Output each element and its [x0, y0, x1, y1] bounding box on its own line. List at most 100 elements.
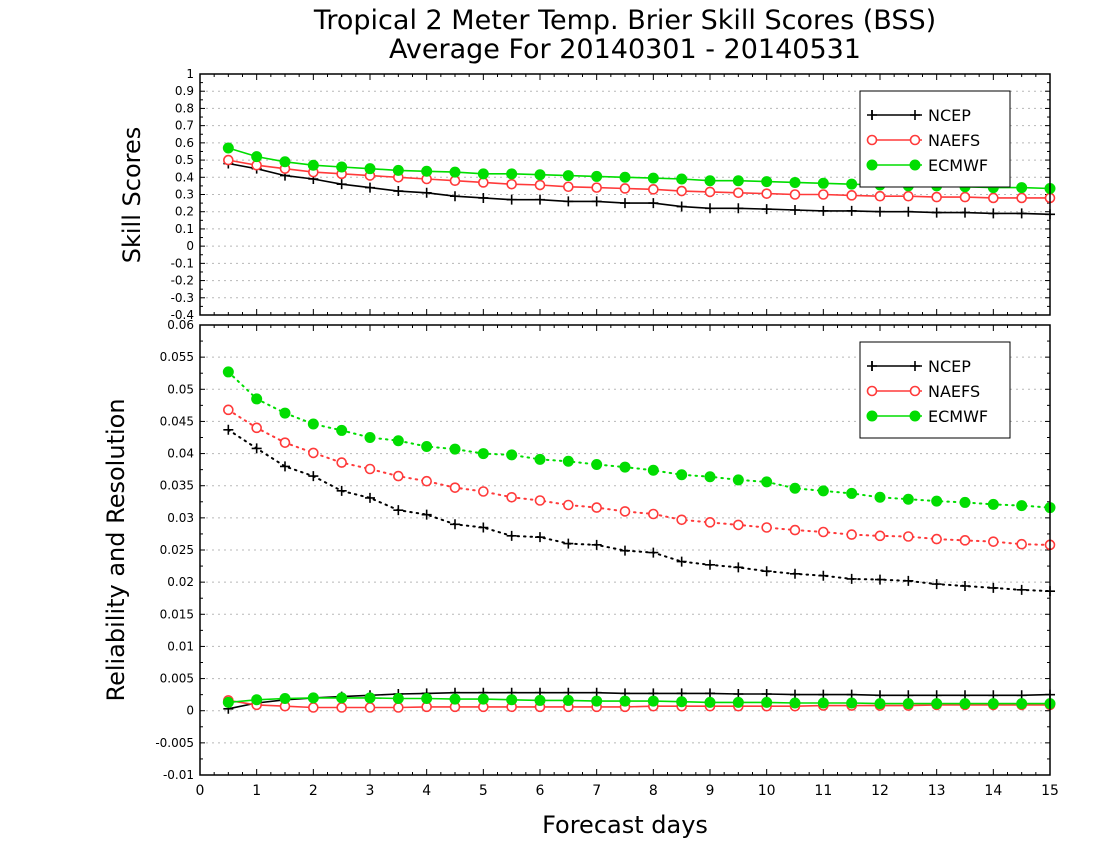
data-point-filled-circle [449, 693, 461, 705]
data-point-filled-circle [817, 177, 829, 189]
data-point-plus [818, 205, 829, 216]
data-point-open-circle [704, 186, 716, 198]
data-point-filled-circle [647, 172, 659, 184]
data-point-filled-circle [619, 461, 631, 473]
series-line [227, 370, 1051, 509]
data-point-plus [648, 547, 659, 558]
data-point-open-circle [279, 437, 291, 448]
data-point-filled-circle [732, 474, 744, 486]
data-point-open-circle [251, 422, 262, 434]
y-tick-label: 0.5 [175, 153, 194, 167]
data-point-open-circle [818, 526, 829, 538]
data-point-open-circle [421, 475, 432, 487]
y-tick-label: -0.01 [163, 768, 194, 782]
data-point-plus [620, 198, 630, 209]
data-point-open-circle [336, 457, 347, 468]
data-point-open-circle [619, 506, 631, 517]
data-point-filled-circle [307, 418, 319, 430]
x-tick-label: 7 [592, 783, 601, 799]
data-point-filled-circle [421, 441, 433, 452]
data-point-filled-circle [704, 471, 716, 483]
data-point-filled-circle [931, 698, 943, 710]
data-point-filled-circle [789, 697, 801, 709]
data-point-open-circle [874, 190, 886, 202]
data-point-open-circle [846, 529, 857, 540]
data-point-filled-circle [251, 393, 263, 405]
data-point-open-circle [988, 192, 999, 204]
data-point-filled-circle [1016, 182, 1028, 194]
data-point-open-circle [393, 470, 404, 482]
x-tick-label: 6 [536, 783, 545, 799]
data-point-filled-circle [846, 697, 858, 709]
y-tick-label: 0.045 [160, 414, 194, 428]
legend-marker-plus [867, 361, 877, 371]
data-point-open-circle [818, 189, 829, 200]
data-point-plus [846, 205, 857, 216]
legend-marker-filled-circle [909, 159, 921, 171]
data-point-open-circle [931, 533, 942, 545]
data-point-plus [818, 570, 829, 581]
data-point-open-circle [506, 178, 517, 190]
data-point-plus [733, 562, 744, 573]
x-tick-label: 8 [649, 783, 658, 799]
x-tick-label: 14 [984, 783, 1002, 799]
data-point-open-circle [364, 702, 376, 713]
x-axis-label: Forecast days [542, 811, 708, 839]
data-point-plus [931, 579, 942, 590]
data-point-filled-circle [591, 170, 603, 182]
y-tick-label: -0.2 [171, 274, 194, 288]
data-point-filled-circle [619, 695, 631, 707]
data-point-filled-circle [676, 469, 688, 481]
data-point-filled-circle [392, 435, 404, 447]
data-point-filled-circle [761, 476, 773, 488]
x-tick-label: 1 [252, 783, 261, 799]
data-point-filled-circle [279, 407, 291, 419]
data-point-filled-circle [817, 485, 829, 497]
data-point-open-circle [903, 531, 914, 542]
data-point-filled-circle [1016, 500, 1028, 512]
data-point-open-circle [1016, 192, 1027, 204]
data-point-open-circle [676, 514, 687, 526]
data-point-plus [931, 207, 942, 218]
data-point-open-circle [733, 187, 744, 199]
data-point-open-circle [959, 535, 971, 546]
data-point-open-circle [393, 702, 404, 713]
data-point-filled-circle [959, 496, 971, 508]
data-point-filled-circle [449, 443, 461, 455]
data-point-filled-circle [364, 692, 376, 704]
data-point-filled-circle [987, 498, 999, 510]
data-point-open-circle [789, 189, 801, 200]
data-point-filled-circle [959, 698, 971, 710]
data-point-filled-circle [562, 170, 574, 182]
series-naefs-dotted [223, 404, 1056, 551]
data-point-plus [620, 545, 630, 556]
legend-marker-open-circle [909, 134, 921, 146]
data-point-plus [535, 194, 545, 205]
data-point-open-circle [903, 190, 914, 202]
data-point-filled-circle [591, 695, 603, 707]
series-ecmwf-dotted [222, 366, 1056, 514]
data-point-filled-circle [336, 692, 348, 704]
x-tick-label: 13 [928, 783, 946, 799]
data-point-plus [648, 198, 659, 209]
legend-marker-plus [910, 361, 920, 371]
data-point-filled-circle [591, 459, 603, 470]
data-point-filled-circle [364, 163, 376, 175]
series-line [227, 428, 1051, 593]
y-tick-label: 0.4 [175, 170, 194, 184]
data-point-open-circle [223, 404, 234, 416]
data-point-open-circle [648, 508, 659, 520]
x-tick-label: 3 [366, 783, 375, 799]
data-point-filled-circle [506, 694, 518, 706]
legend-box [859, 341, 1011, 439]
y-tick-label: -0.1 [171, 256, 194, 270]
data-point-open-circle [789, 524, 801, 536]
data-point-filled-circle [676, 696, 688, 708]
data-point-filled-circle [874, 698, 886, 710]
data-point-plus [988, 208, 999, 219]
data-point-open-circle [308, 447, 319, 459]
data-point-plus [393, 505, 404, 516]
data-point-filled-circle [789, 482, 801, 494]
data-point-filled-circle [279, 156, 291, 168]
data-point-open-circle [591, 182, 602, 193]
